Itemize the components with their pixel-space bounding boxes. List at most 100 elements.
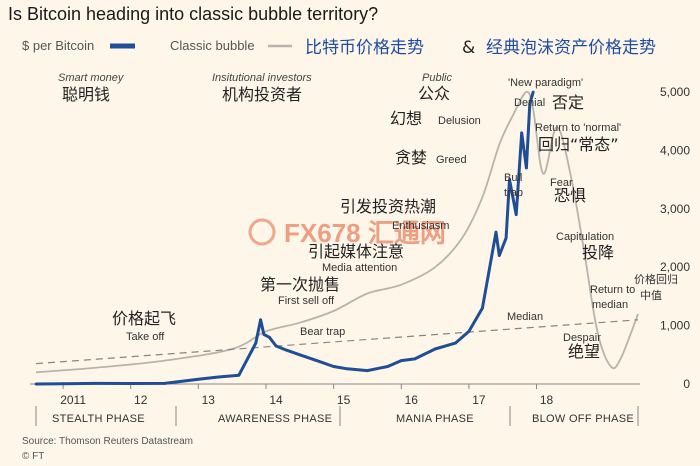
- btc-data-point: [433, 347, 437, 351]
- ann-take-off-cn: 价格起飞: [112, 309, 176, 328]
- btc-data-point: [366, 369, 369, 372]
- btc-data-point: [129, 382, 133, 385]
- series-median: [35, 319, 639, 365]
- ann-denial-cn: 否定: [552, 93, 584, 112]
- legend-label-btc: $ per Bitcoin: [22, 38, 94, 53]
- ann-bull-trap-2: trap: [504, 187, 523, 199]
- y-axis: 0 1,000 2,000 3,000 4,000 5,000: [660, 85, 690, 391]
- x-tick-label: 12: [134, 393, 148, 407]
- btc-data-point: [481, 306, 484, 310]
- legend-label-bubble: Classic bubble: [170, 38, 255, 53]
- ann-capitulation: Capitulation: [556, 231, 614, 243]
- phase-stealth: STEALTH PHASE: [52, 413, 145, 425]
- ann-delusion-cn: 幻想: [390, 109, 422, 128]
- btc-data-point: [262, 333, 266, 336]
- btc-data-point: [504, 236, 508, 240]
- ann-enthusiasm: Enthusiasm: [392, 220, 449, 232]
- btc-data-point: [95, 382, 99, 385]
- ann-greed-cn: 贪婪: [395, 148, 427, 167]
- btc-data-point: [254, 341, 258, 345]
- stage-public: Public: [422, 72, 452, 84]
- btc-data-point: [508, 178, 511, 182]
- btc-data-point: [399, 359, 403, 362]
- btc-data-point: [332, 365, 335, 368]
- btc-data-point: [34, 382, 38, 386]
- phase-bar: STEALTH PHASE AWARENESS PHASE MANIA PHAS…: [35, 406, 639, 426]
- ann-median-return-cn-2: 中值: [640, 289, 662, 302]
- btc-data-point: [386, 365, 390, 368]
- ann-enthusiasm-cn: 引发投资热潮: [340, 197, 436, 216]
- ann-despair-cn: 绝望: [568, 342, 600, 361]
- phase-mania: MANIA PHASE: [396, 413, 474, 425]
- btc-data-point: [259, 318, 262, 322]
- cn-title-bitcoin: 比特币价格走势: [305, 38, 424, 58]
- ann-median: Median: [507, 311, 543, 323]
- x-tick-label: 2011: [60, 393, 86, 407]
- btc-data-point: [413, 357, 417, 361]
- btc-data-point: [528, 102, 532, 106]
- btc-data-point: [268, 335, 271, 339]
- ann-return-normal-cn: 回归“常态”: [538, 135, 619, 154]
- ann-capitulation-cn: 投降: [582, 243, 614, 262]
- phase-awareness: AWARENESS PHASE: [218, 413, 332, 425]
- x-tick-label: 17: [472, 393, 486, 407]
- stage-institutional: Insitutional investors: [212, 72, 312, 84]
- x-tick-label: 16: [405, 393, 419, 407]
- y-tick-label: 2,000: [660, 260, 690, 274]
- ann-first-sell-cn: 第一次抛售: [260, 275, 340, 294]
- stage-institutional-cn: 机构投资者: [222, 85, 302, 104]
- x-tick-label: 14: [269, 393, 283, 407]
- x-tick-label: 15: [337, 393, 351, 407]
- stage-public-cn: 公众: [418, 84, 450, 103]
- btc-data-point: [61, 382, 65, 386]
- btc-data-point: [345, 367, 349, 371]
- ann-despair: Despair: [563, 332, 601, 344]
- btc-data-point: [217, 375, 221, 379]
- btc-data-point: [315, 359, 319, 362]
- watermark: FX678 汇通网: [248, 218, 446, 248]
- btc-data-point: [163, 382, 166, 385]
- btc-data-point: [454, 341, 457, 345]
- btc-data-point: [274, 344, 278, 348]
- ann-delusion: Delusion: [438, 115, 481, 127]
- ann-media: Media attention: [322, 262, 397, 274]
- ann-fear: Fear: [550, 177, 573, 189]
- btc-data-point: [237, 373, 241, 377]
- ft-credit: © FT: [22, 451, 44, 462]
- ann-bear-trap: Bear trap: [300, 326, 345, 338]
- btc-data-point: [531, 90, 535, 94]
- ann-return-normal: Return to 'normal': [535, 122, 621, 134]
- data-points: [34, 90, 535, 386]
- watermark-logo-icon: [248, 218, 276, 246]
- watermark-text: FX678 汇通网: [284, 218, 446, 248]
- source-note: Source: Thomson Reuters Datastream: [22, 436, 193, 447]
- btc-data-point: [514, 213, 518, 217]
- cn-title-bubble: 经典泡沫资产价格走势: [486, 38, 656, 58]
- btc-data-point: [497, 254, 501, 257]
- ann-new-paradigm: 'New paradigm': [508, 77, 583, 89]
- stage-smart-money-cn: 聪明钱: [62, 85, 110, 104]
- chart-title: Is Bitcoin heading into classic bubble t…: [8, 4, 378, 24]
- btc-data-point: [520, 131, 524, 135]
- btc-data-point: [494, 230, 498, 234]
- ann-bull-trap-1: Bull: [504, 172, 522, 184]
- x-tick-label: 13: [202, 393, 216, 407]
- ann-fear-cn: 恐惧: [554, 186, 586, 205]
- btc-data-point: [196, 377, 200, 381]
- ann-media-cn: 引起媒体注意: [308, 242, 404, 261]
- btc-data-point: [525, 166, 528, 170]
- x-axis: 2011 12 13 14 15 16 17 18: [60, 384, 553, 407]
- cn-title-amp: &: [462, 38, 475, 58]
- y-tick-label: 1,000: [660, 319, 690, 333]
- ann-first-sell: First sell off: [278, 295, 335, 307]
- y-tick-label: 3,000: [660, 202, 690, 216]
- y-tick-label: 0: [683, 377, 690, 391]
- btc-data-point: [284, 348, 288, 352]
- ann-take-off: Take off: [126, 331, 165, 343]
- btc-data-point: [298, 353, 302, 357]
- ann-return-median-2: median: [592, 299, 628, 311]
- series-classic-bubble: [35, 91, 639, 374]
- ann-denial: Denial: [514, 97, 545, 109]
